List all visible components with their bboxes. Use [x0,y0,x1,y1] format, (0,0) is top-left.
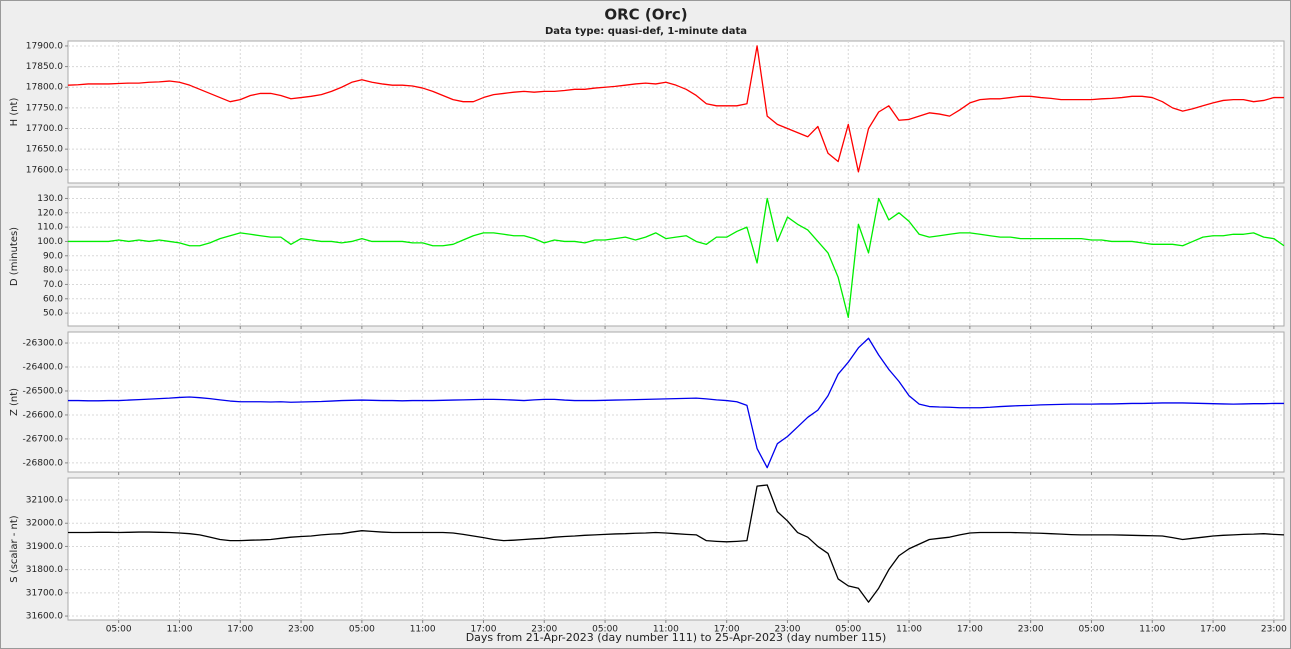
x-tick-label: 17:00 [1200,625,1226,635]
chart-title: ORC (Orc) [604,6,687,24]
y-tick-label: 32100.0 [26,496,63,506]
x-tick-label: 23:00 [288,625,314,635]
y-tick-label: 100.0 [37,237,63,247]
data-line [68,484,1285,603]
y-tick-label: 32000.0 [26,519,63,529]
x-tick-label: 17:00 [470,625,496,635]
x-tick-label: 05:00 [592,625,618,635]
y-tick-label: 130.0 [37,194,63,204]
x-tick-label: 05:00 [1078,625,1104,635]
x-tick-label: 23:00 [1018,625,1044,635]
y-tick-label: 17700.0 [26,124,63,134]
chart-subtitle: Data type: quasi-def, 1-minute data [545,26,747,37]
x-tick-label: 11:00 [1139,625,1165,635]
y-tick-label: 50.0 [43,309,63,319]
y-tick-label: 17800.0 [26,83,63,93]
plot-area [67,186,1285,327]
x-tick-label: 11:00 [653,625,679,635]
x-tick-label: 17:00 [714,625,740,635]
y-tick-label: 120.0 [37,208,63,218]
x-tick-label: 11:00 [896,625,922,635]
data-line [68,197,1285,319]
y-tick-label: 17750.0 [26,103,63,113]
y-tick-label: -26600.0 [23,410,64,420]
y-tick-label: 31800.0 [26,565,63,575]
y-tick-label: 31700.0 [26,588,63,598]
y-tick-label: 60.0 [43,294,63,304]
x-tick-label: 17:00 [957,625,983,635]
x-tick-label: 17:00 [227,625,253,635]
y-tick-label: -26800.0 [23,458,64,468]
x-tick-label: 11:00 [166,625,192,635]
y-tick-label: -26400.0 [23,363,64,373]
y-axis-label: Z (nt) [9,388,20,416]
x-axis-label: Days from 21-Apr-2023 (day number 111) t… [466,631,887,644]
y-tick-label: 17650.0 [26,145,63,155]
y-tick-label: 17900.0 [26,41,63,51]
y-axis-label: S (scalar - nt) [9,515,20,583]
plot-area [67,477,1285,621]
y-tick-label: -26300.0 [23,339,64,349]
y-tick-label: 70.0 [43,280,63,290]
y-tick-label: -26700.0 [23,434,64,444]
y-axis-label: H (nt) [9,98,20,127]
x-tick-label: 05:00 [349,625,375,635]
data-line [67,45,1284,173]
plot-area [67,40,1285,184]
y-tick-label: 31900.0 [26,542,63,552]
x-tick-label: 23:00 [1261,625,1287,635]
y-tick-label: 90.0 [43,251,63,261]
y-tick-label: 110.0 [37,223,63,233]
y-tick-label: 31600.0 [26,612,63,622]
data-line [68,337,1284,469]
y-tick-label: 80.0 [43,266,63,276]
y-axis-label: D (minutes) [9,227,20,286]
y-tick-label: -26500.0 [23,386,64,396]
x-tick-label: 11:00 [410,625,436,635]
x-tick-label: 23:00 [774,625,800,635]
y-tick-label: 17850.0 [26,62,63,72]
x-tick-label: 23:00 [531,625,557,635]
y-tick-label: 17600.0 [26,165,63,175]
x-tick-label: 05:00 [106,625,132,635]
x-tick-label: 05:00 [835,625,861,635]
